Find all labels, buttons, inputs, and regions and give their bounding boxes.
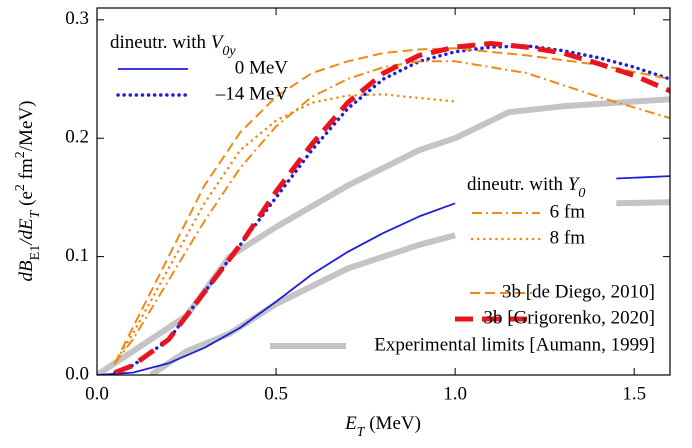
legend-label: –14 MeV — [215, 83, 289, 104]
y-label-part: 2 — [13, 151, 28, 158]
plot-lines — [97, 41, 670, 375]
legend-title-sub: 0 — [578, 186, 585, 201]
x-tick-label: 0.5 — [264, 383, 288, 404]
legend-title: dineutr. with V0y — [110, 32, 236, 58]
legend-label: 3b [de Diego, 2010] — [502, 281, 655, 302]
series-line — [113, 41, 670, 375]
series-line — [113, 44, 670, 375]
y-label-part: (e — [16, 191, 37, 211]
legend-title: dineutr. with Y0 — [467, 174, 585, 200]
legend-label: 3b [Grigorenko, 2020] — [484, 307, 656, 328]
y-tick-label: 0.2 — [65, 127, 89, 148]
legend-label: 6 fm — [550, 201, 586, 222]
legend-title-text: dineutr. with — [110, 32, 211, 53]
y-label-part: 2 — [13, 184, 28, 191]
series-line — [97, 175, 670, 375]
series-line — [149, 199, 670, 375]
y-tick-label: 0.0 — [65, 363, 89, 384]
x-label-part: (MeV) — [364, 413, 420, 434]
y-tick-label: 0.1 — [65, 245, 89, 266]
plot-frame — [96, 7, 671, 376]
y-label-part: /MeV) — [16, 101, 37, 152]
legend-label: 8 fm — [550, 227, 586, 248]
x-label-part: E — [344, 413, 357, 434]
y-label-part: T — [28, 209, 43, 218]
legend-title-symbol: V — [211, 32, 225, 53]
x-tick-label: 1.5 — [622, 383, 646, 404]
series-line — [114, 47, 670, 364]
y-label-part: fm — [16, 158, 37, 184]
series-line — [114, 60, 670, 364]
y-label-part: E1 — [28, 245, 43, 261]
x-tick-label: 0.0 — [85, 383, 109, 404]
x-tick-label: 1.0 — [443, 383, 467, 404]
y-axis-label: dBE1/dET (e2 fm2/MeV) — [13, 101, 43, 282]
y-tick-label: 0.3 — [65, 8, 89, 29]
series-line — [113, 93, 457, 365]
legend-label: 0 MeV — [235, 57, 289, 78]
legend-title-symbol: Y — [568, 174, 581, 195]
legend-title-sub: 0y — [222, 44, 236, 59]
legend-title-text: dineutr. with — [467, 174, 568, 195]
y-label-part: dB — [16, 260, 37, 282]
legend-label: Experimental limits [Aumann, 1999] — [374, 334, 655, 355]
y-label-part: /dE — [16, 218, 37, 246]
x-axis-label: ET (MeV) — [344, 413, 421, 439]
x-label-part: T — [357, 425, 366, 440]
